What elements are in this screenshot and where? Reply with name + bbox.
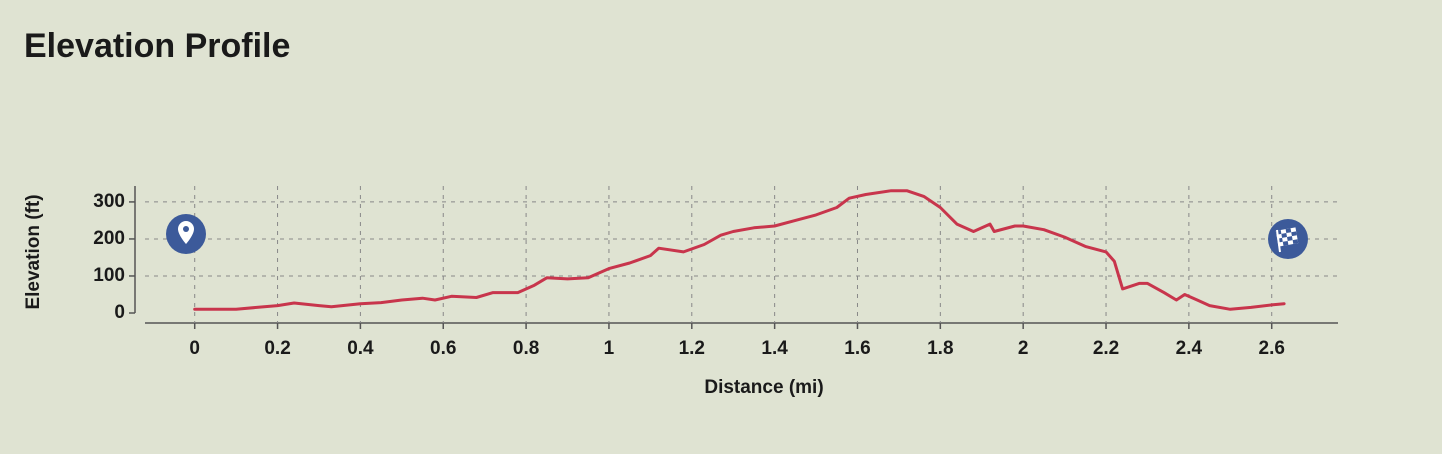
y-tick-label: 0 bbox=[114, 302, 125, 323]
y-tick-label: 200 bbox=[93, 228, 125, 249]
chart-title: Elevation Profile bbox=[24, 27, 290, 65]
x-tick-label: 2.2 bbox=[1093, 338, 1119, 359]
x-tick-label: 0.4 bbox=[347, 338, 374, 359]
start-marker bbox=[166, 214, 206, 254]
plot-area: 0 100 200 300 0 0.2 0.4 0.6 0.8 1 1.2 1.4 1.6 1.8 2 2.2… bbox=[93, 186, 1338, 359]
y-axis-title: Elevation (ft) bbox=[23, 194, 44, 309]
x-tick-label: 1.8 bbox=[927, 338, 953, 359]
elevation-line bbox=[193, 189, 1286, 311]
y-tick-label: 100 bbox=[93, 265, 125, 286]
x-axis-title: Distance (mi) bbox=[704, 377, 823, 398]
x-tick-label: 0 bbox=[189, 338, 200, 359]
x-tick-label: 1 bbox=[604, 338, 615, 359]
finish-marker bbox=[1268, 219, 1308, 259]
x-tick-label: 1.2 bbox=[679, 338, 705, 359]
x-tick-label: 2.6 bbox=[1259, 338, 1285, 359]
x-tick-label: 1.6 bbox=[844, 338, 870, 359]
x-tick-label: 2.4 bbox=[1176, 338, 1203, 359]
x-tick-label: 0.8 bbox=[513, 338, 539, 359]
x-tick-label: 0.6 bbox=[430, 338, 456, 359]
x-tick-label: 1.4 bbox=[761, 338, 788, 359]
x-tick-label: 2 bbox=[1018, 338, 1029, 359]
y-tick-label: 300 bbox=[93, 191, 125, 212]
x-tick-label: 0.2 bbox=[264, 338, 290, 359]
